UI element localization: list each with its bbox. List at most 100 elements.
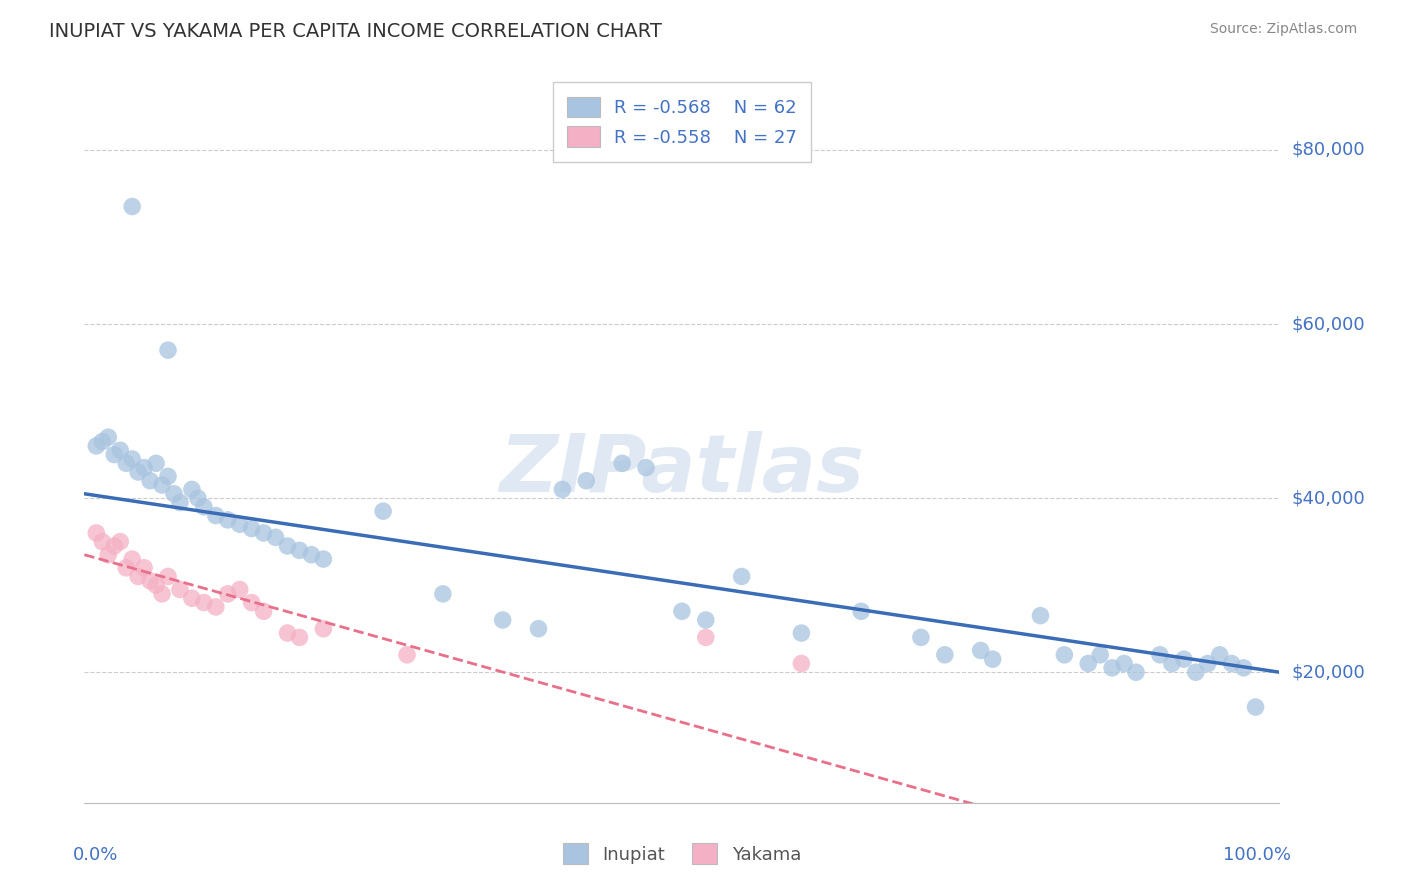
- Point: [312, 622, 335, 636]
- Point: [139, 574, 162, 588]
- Point: [312, 552, 335, 566]
- Point: [671, 604, 693, 618]
- Point: [229, 582, 252, 597]
- Point: [851, 604, 873, 618]
- Point: [277, 539, 299, 553]
- Text: 0.0%: 0.0%: [73, 847, 118, 864]
- Point: [575, 474, 598, 488]
- Point: [163, 487, 186, 501]
- Point: [150, 478, 173, 492]
- Point: [790, 626, 813, 640]
- Point: [103, 448, 125, 462]
- Point: [240, 596, 263, 610]
- Point: [288, 631, 311, 645]
- Point: [169, 495, 191, 509]
- Point: [145, 456, 167, 470]
- Point: [86, 525, 108, 540]
- Point: [1149, 648, 1171, 662]
- Point: [1029, 608, 1052, 623]
- Point: [731, 569, 754, 583]
- Point: [121, 552, 143, 566]
- Point: [396, 648, 419, 662]
- Point: [1077, 657, 1099, 671]
- Point: [695, 631, 717, 645]
- Point: [301, 548, 323, 562]
- Point: [240, 522, 263, 536]
- Point: [1053, 648, 1076, 662]
- Point: [169, 582, 191, 597]
- Point: [205, 599, 228, 614]
- Point: [121, 200, 143, 214]
- Point: [127, 465, 149, 479]
- Point: [1233, 661, 1256, 675]
- Point: [288, 543, 311, 558]
- Point: [110, 443, 132, 458]
- Point: [277, 626, 299, 640]
- Point: [91, 434, 114, 449]
- Text: Source: ZipAtlas.com: Source: ZipAtlas.com: [1209, 22, 1357, 37]
- Point: [157, 343, 180, 358]
- Point: [157, 469, 180, 483]
- Point: [229, 517, 252, 532]
- Point: [264, 530, 287, 544]
- Point: [193, 596, 215, 610]
- Point: [150, 587, 173, 601]
- Point: [253, 525, 276, 540]
- Text: 100.0%: 100.0%: [1223, 847, 1292, 864]
- Point: [253, 604, 276, 618]
- Text: $80,000: $80,000: [1292, 141, 1365, 159]
- Point: [910, 631, 932, 645]
- Point: [934, 648, 956, 662]
- Point: [1161, 657, 1184, 671]
- Point: [157, 569, 180, 583]
- Point: [527, 622, 550, 636]
- Point: [1173, 652, 1195, 666]
- Point: [492, 613, 515, 627]
- Point: [217, 587, 239, 601]
- Point: [1209, 648, 1232, 662]
- Point: [145, 578, 167, 592]
- Point: [970, 643, 993, 657]
- Text: ZIPatlas: ZIPatlas: [499, 432, 865, 509]
- Point: [1101, 661, 1123, 675]
- Point: [1244, 700, 1267, 714]
- Point: [373, 504, 395, 518]
- Legend: Inupiat, Yakama: Inupiat, Yakama: [554, 834, 810, 873]
- Point: [551, 483, 574, 497]
- Point: [181, 591, 204, 606]
- Point: [103, 539, 125, 553]
- Point: [132, 561, 156, 575]
- Point: [86, 439, 108, 453]
- Point: [1125, 665, 1147, 680]
- Point: [217, 513, 239, 527]
- Point: [132, 460, 156, 475]
- Point: [91, 534, 114, 549]
- Point: [1197, 657, 1219, 671]
- Point: [790, 657, 813, 671]
- Point: [432, 587, 454, 601]
- Point: [193, 500, 215, 514]
- Point: [115, 456, 138, 470]
- Point: [139, 474, 162, 488]
- Point: [110, 534, 132, 549]
- Point: [1090, 648, 1112, 662]
- Point: [636, 460, 658, 475]
- Point: [127, 569, 149, 583]
- Point: [695, 613, 717, 627]
- Text: INUPIAT VS YAKAMA PER CAPITA INCOME CORRELATION CHART: INUPIAT VS YAKAMA PER CAPITA INCOME CORR…: [49, 22, 662, 41]
- Point: [1114, 657, 1136, 671]
- Point: [1220, 657, 1243, 671]
- Text: $20,000: $20,000: [1292, 664, 1365, 681]
- Point: [115, 561, 138, 575]
- Point: [1185, 665, 1208, 680]
- Point: [97, 548, 120, 562]
- Point: [981, 652, 1004, 666]
- Point: [97, 430, 120, 444]
- Point: [612, 456, 634, 470]
- Point: [205, 508, 228, 523]
- Text: $60,000: $60,000: [1292, 315, 1365, 333]
- Point: [187, 491, 209, 505]
- Text: $40,000: $40,000: [1292, 489, 1365, 508]
- Point: [181, 483, 204, 497]
- Point: [121, 452, 143, 467]
